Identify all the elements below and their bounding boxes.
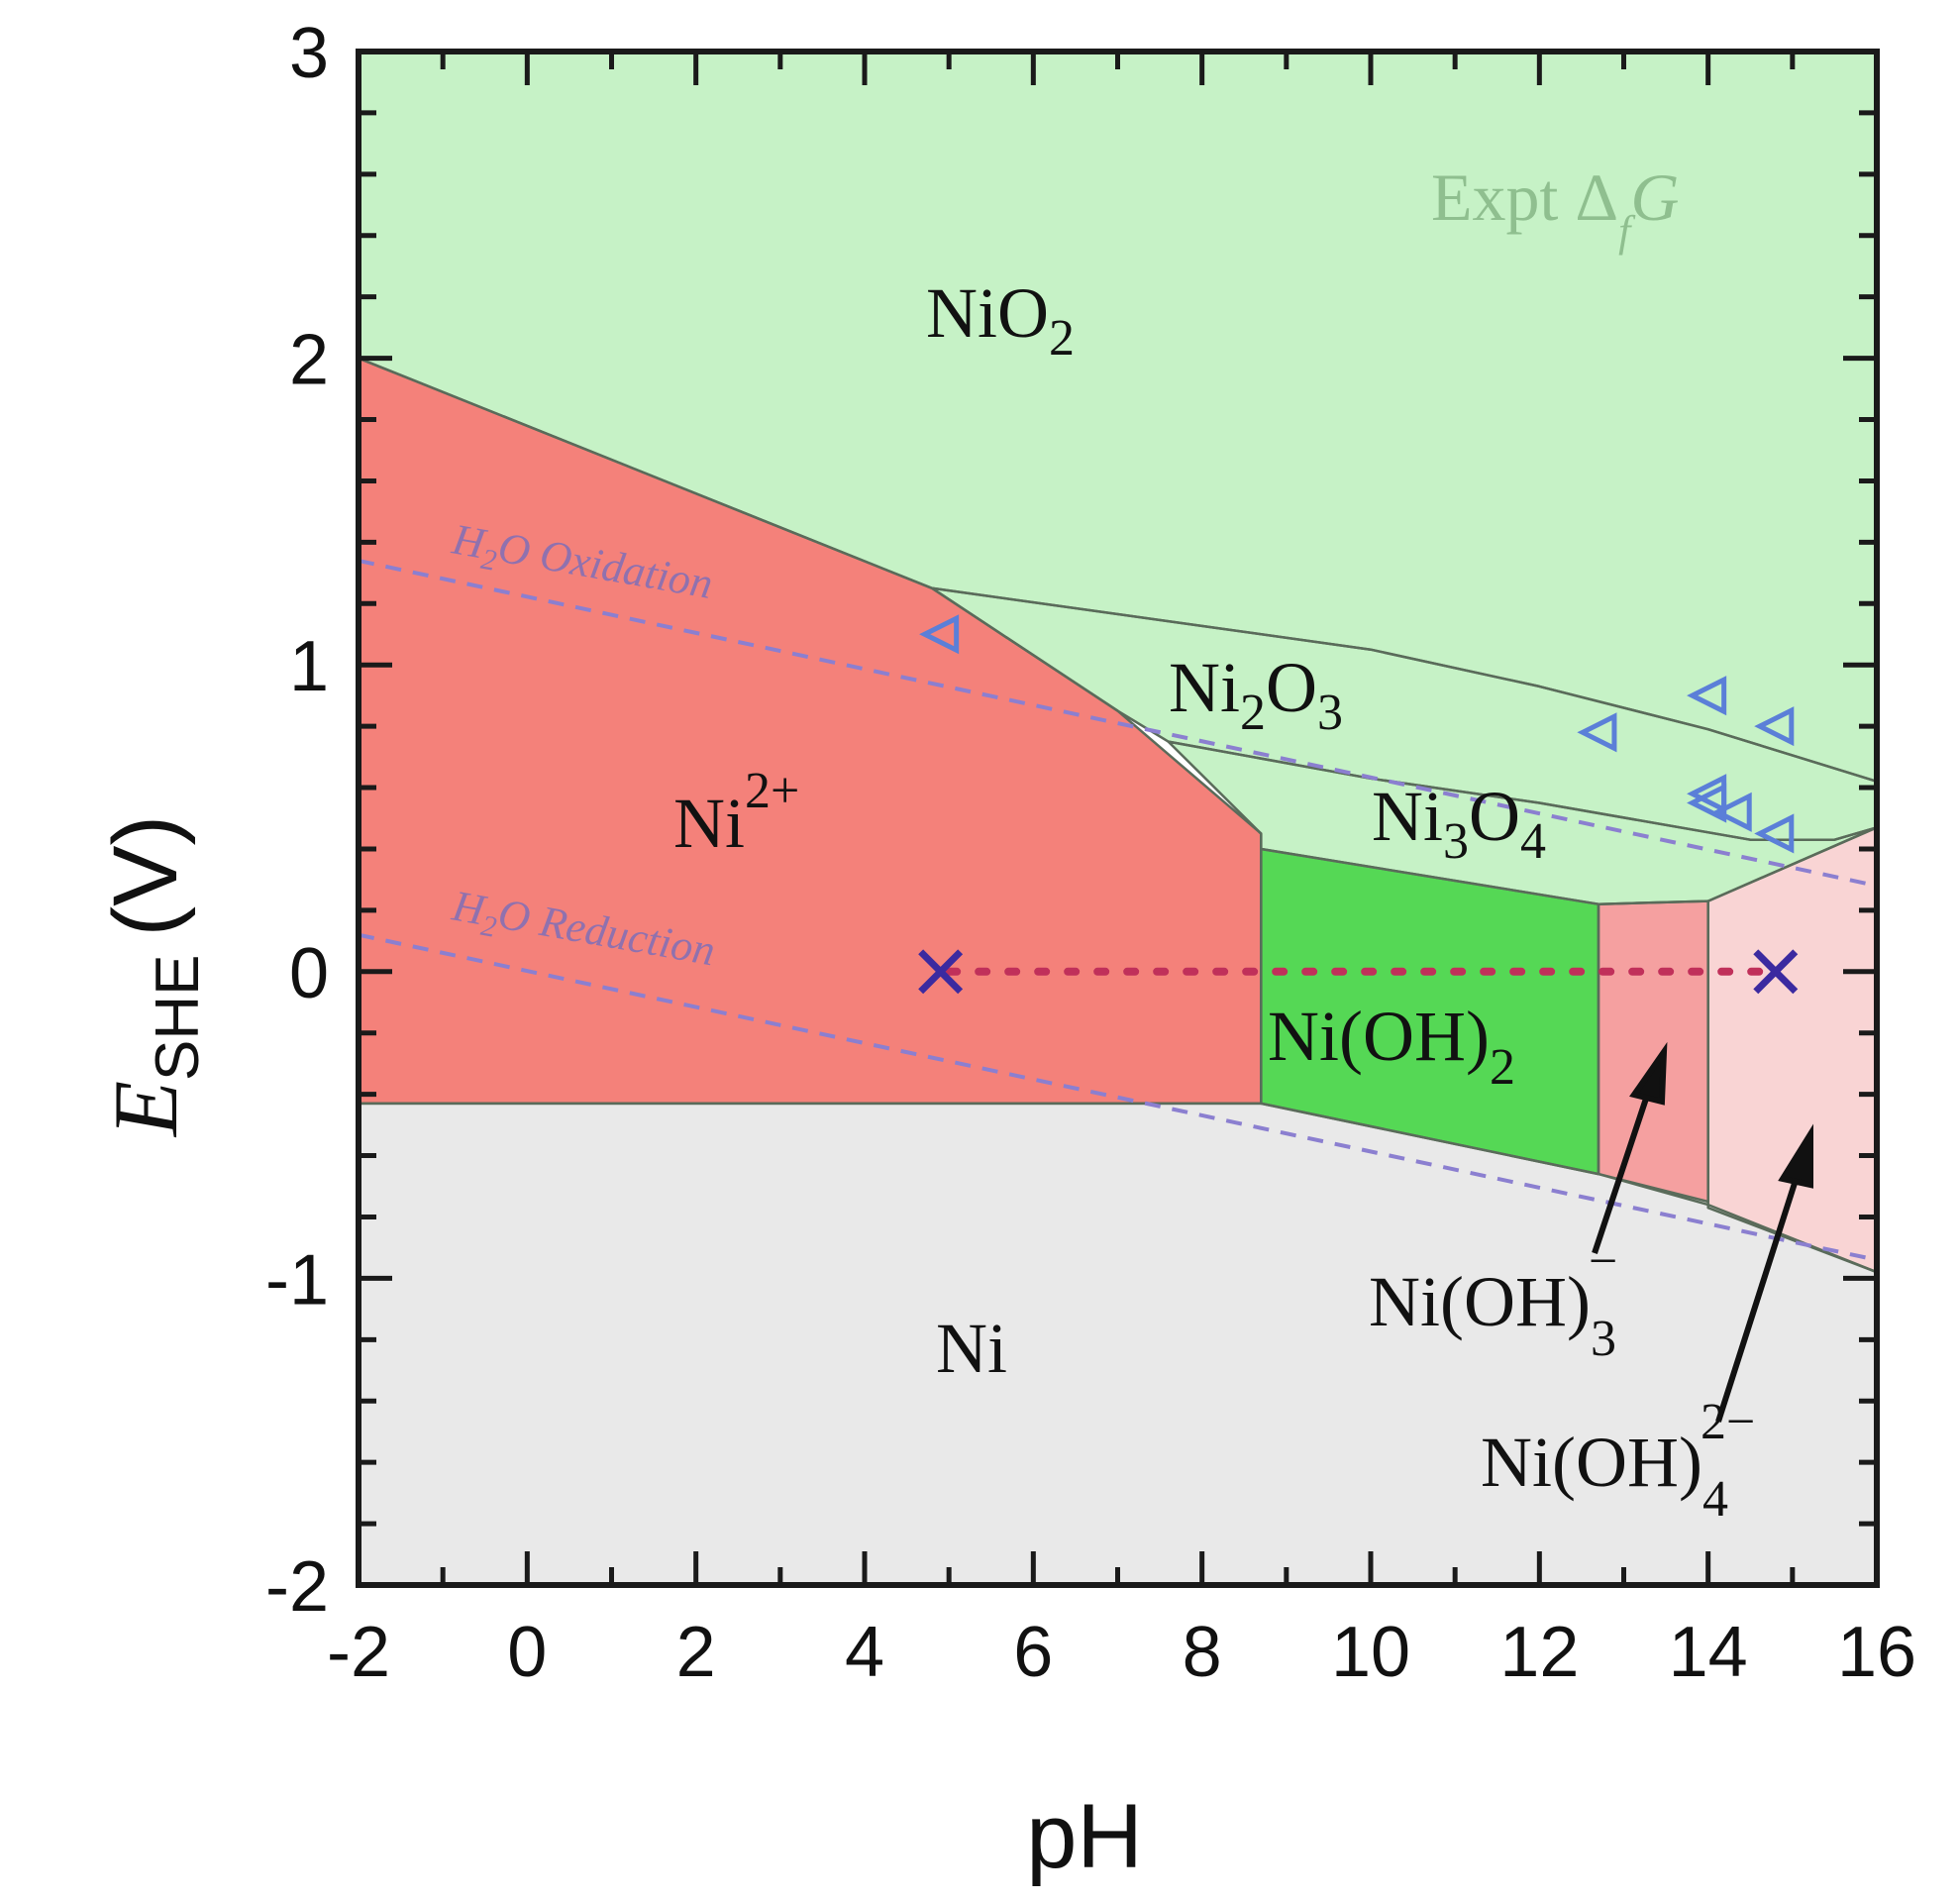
region-label-nioh3-minus: Ni(OH)3− xyxy=(1369,1233,1617,1367)
x-tick-label: 4 xyxy=(845,1613,884,1692)
region-3 xyxy=(1168,741,1877,904)
x-marker-stroke-b xyxy=(1753,949,1799,995)
y-axis-title: ESHE(V) xyxy=(95,815,212,1138)
x-tick-label: 16 xyxy=(1837,1613,1916,1692)
region-label-nio2: NiO2 xyxy=(926,273,1075,367)
x-tick-label: 2 xyxy=(676,1613,716,1692)
region-6 xyxy=(1707,827,1877,1273)
triangle-marker-2 xyxy=(1687,676,1727,716)
y-tick-label: 1 xyxy=(289,627,329,706)
region-1 xyxy=(359,358,1262,1104)
region-7 xyxy=(359,1103,1877,1585)
triangle-marker-5 xyxy=(1687,783,1727,823)
x-tick-label: 14 xyxy=(1669,1613,1748,1692)
water-stability-lines xyxy=(358,558,1878,1262)
region-2 xyxy=(932,587,1877,840)
x-tick-label: 10 xyxy=(1331,1613,1410,1692)
triangle-marker-0 xyxy=(919,614,960,655)
arrow-nioh4 xyxy=(1715,1123,1813,1423)
y-tick-label: -1 xyxy=(265,1240,329,1320)
x-marker-0 xyxy=(918,949,964,995)
y-tick-label: -2 xyxy=(265,1547,329,1627)
x-axis-title: pH xyxy=(1026,1786,1143,1887)
water-line-1 xyxy=(358,932,1878,1262)
region-label-ni2plus: Ni2+ xyxy=(673,763,799,863)
arrow-nioh3 xyxy=(1592,1041,1668,1254)
x-marker-stroke-b xyxy=(918,949,964,995)
region-4 xyxy=(1261,849,1598,1175)
region-label-ni: Ni xyxy=(936,1309,1007,1388)
stability-regions xyxy=(359,52,1877,1585)
region-label-ni2o3: Ni2O3 xyxy=(1169,648,1343,741)
triangle-marker-7 xyxy=(1754,813,1795,854)
y-tick-label: 2 xyxy=(289,321,329,400)
x-tick-label: -2 xyxy=(327,1613,390,1692)
x-tick-label: 0 xyxy=(507,1613,547,1692)
annotation-expt-dfg: Expt ΔfG xyxy=(1431,159,1680,256)
x-tick-label: 6 xyxy=(1013,1613,1053,1692)
triangle-marker-1 xyxy=(1577,712,1617,753)
region-0 xyxy=(359,52,1877,782)
y-tick-label: 3 xyxy=(289,14,329,93)
triangle-marker-6 xyxy=(1711,792,1752,832)
region-label-nioh4-2minus: Ni(OH)42− xyxy=(1481,1394,1755,1528)
water-line-0 xyxy=(358,558,1878,889)
y-tick-label: 0 xyxy=(289,934,329,1013)
region-5 xyxy=(1598,900,1708,1202)
data-markers xyxy=(918,614,1799,995)
x-marker-1 xyxy=(1753,949,1799,995)
region-label-ni3o4: Ni3O4 xyxy=(1372,777,1546,870)
x-tick-label: 12 xyxy=(1499,1613,1579,1692)
x-tick-label: 8 xyxy=(1183,1613,1222,1692)
triangle-marker-3 xyxy=(1754,706,1795,747)
region-label-nioh2: Ni(OH)2 xyxy=(1268,997,1515,1096)
axis-ticks xyxy=(356,49,1880,1588)
